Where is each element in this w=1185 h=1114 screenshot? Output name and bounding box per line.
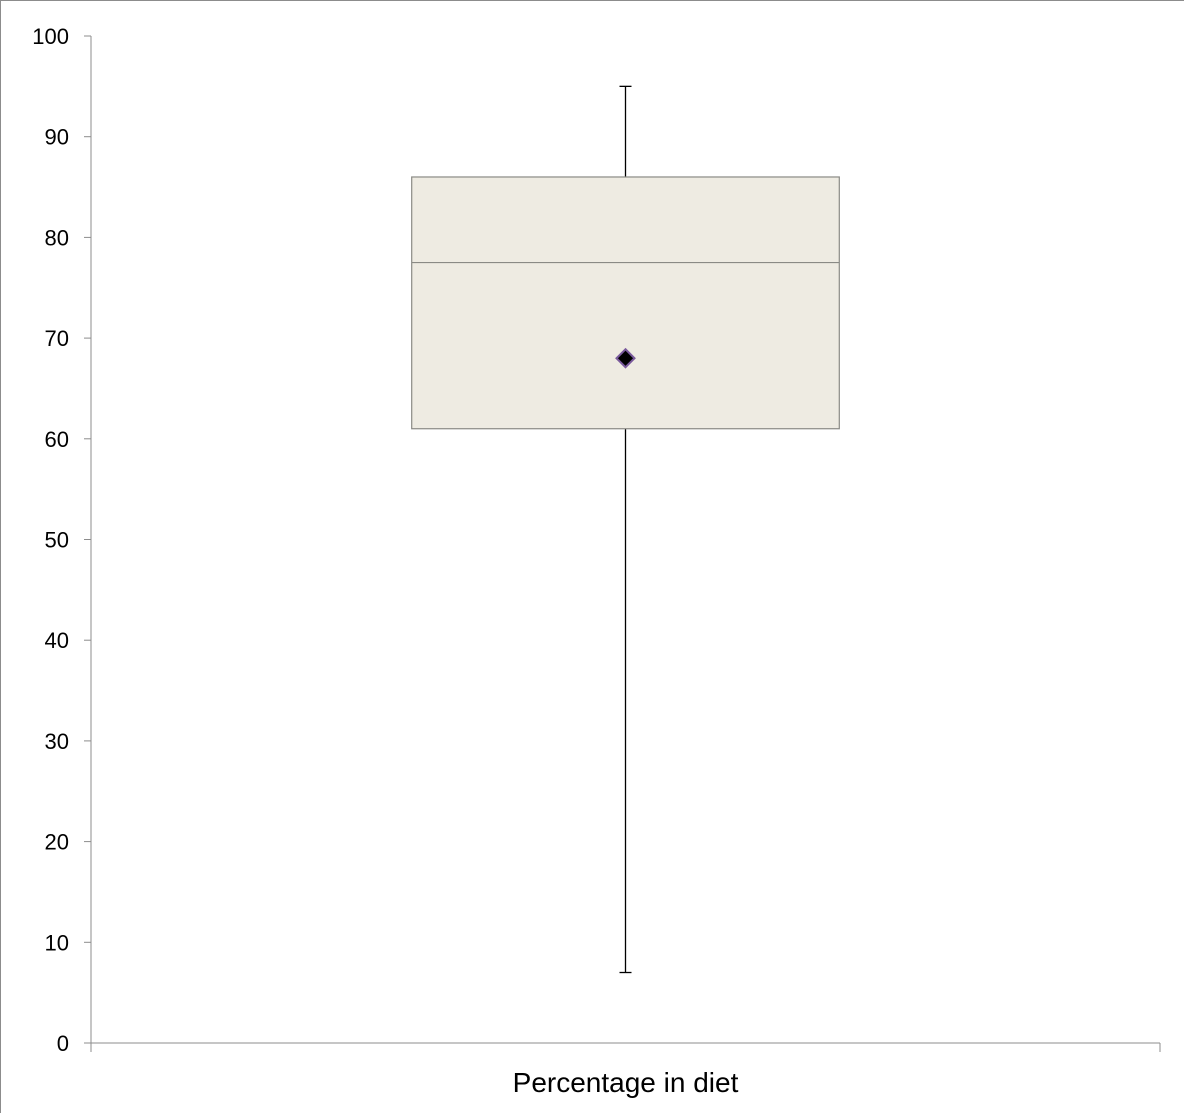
y-tick-label: 0 [57,1031,69,1056]
y-tick-label: 50 [45,528,69,553]
y-tick-label: 20 [45,830,69,855]
y-tick-label: 70 [45,326,69,351]
x-category-label: Percentage in diet [513,1067,739,1098]
y-tick-label: 10 [45,930,69,955]
y-tick-label: 40 [45,628,69,653]
y-tick-label: 90 [45,125,69,150]
mean-marker [615,347,636,369]
box-iqr [411,176,840,430]
y-tick-label: 30 [45,729,69,754]
y-tick-label: 80 [45,225,69,250]
y-axis: 0 10 20 30 40 50 60 70 80 90 100 [32,24,92,1056]
y-tick-label: 60 [45,427,69,452]
x-axis: Percentage in diet [90,1042,1161,1098]
y-tick-label: 100 [32,24,69,49]
plot-area [411,85,840,974]
